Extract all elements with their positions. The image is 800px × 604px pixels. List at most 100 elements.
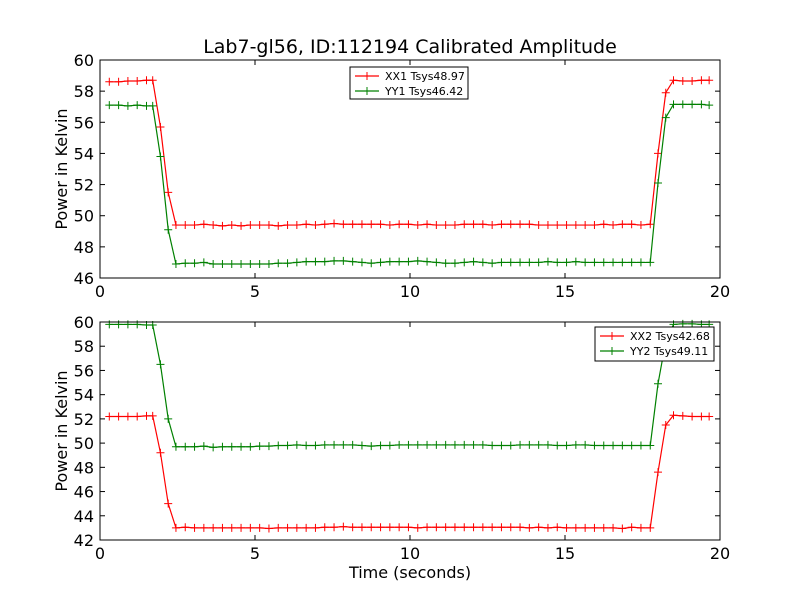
data-point [367,220,376,229]
y-tick-label: 48 [74,458,94,477]
data-point [255,523,264,532]
data-point [264,442,273,451]
data-point [581,221,590,230]
x-tick-label: 15 [555,282,575,301]
legend-label: XX2 Tsys42.68 [630,330,710,343]
y-tick-label: 58 [74,337,94,356]
data-point [460,258,469,267]
data-point [678,100,687,109]
data-point [450,259,459,268]
data-point [488,221,497,230]
top-subplot: 0 5 10 15 20 46 48 50 52 54 56 58 60 Power in Kelvin L… [52,36,730,301]
data-point [553,221,562,230]
data-point [114,101,123,110]
data-point [636,523,645,532]
data-point [432,258,441,267]
data-point [209,443,218,452]
data-point [385,441,394,450]
data-point [516,440,525,449]
data-point [133,101,142,110]
y-tick-label: 58 [74,82,94,101]
data-point [478,220,487,229]
data-point [190,259,199,268]
data-point [237,442,246,451]
data-point [497,220,506,229]
data-point [469,220,478,229]
data-point [395,257,404,266]
data-point [227,523,236,532]
data-point [506,523,515,532]
y-tick-label: 52 [74,176,94,195]
data-point [190,221,199,230]
data-point [105,101,114,110]
data-point [348,220,357,229]
data-point [562,258,571,267]
data-point [609,523,618,532]
data-point [199,442,208,451]
data-point [478,523,487,532]
data-point [237,259,246,268]
data-point [311,221,320,230]
data-point [488,523,497,532]
legend-label: YY1 Tsys46.42 [384,85,463,98]
data-point [348,257,357,266]
y-axis-label: Power in Kelvin [52,370,71,491]
data-point [705,76,714,85]
data-point [478,440,487,449]
legend-entry: YY2 Tsys49.11 [600,345,708,358]
data-point [562,221,571,230]
series-2 [105,100,714,268]
data-point [413,256,422,265]
data-point [199,523,208,532]
data-point [171,259,180,268]
data-point [283,259,292,268]
y-tick-label: 50 [74,434,94,453]
data-point [133,77,142,86]
data-point [395,220,404,229]
data-point [274,441,283,450]
legend-label: XX1 Tsys48.97 [385,70,465,83]
data-point [497,258,506,267]
data-point [627,258,636,267]
legend-marker [363,87,371,95]
data-point [636,441,645,450]
data-point [581,523,590,532]
data-point [581,440,590,449]
data-point [469,523,478,532]
data-point [469,257,478,266]
data-point [395,440,404,449]
data-point [654,179,662,188]
data-point [413,523,422,532]
legend-entry: XX1 Tsys48.97 [355,70,465,83]
data-point [181,221,190,230]
data-point [697,100,706,109]
x-tick-label: 0 [95,282,105,301]
data-point [274,221,283,230]
x-tick-label: 10 [400,544,420,563]
y-tick-label: 46 [74,483,94,502]
data-point [646,523,655,532]
data-point [209,523,218,532]
data-point [450,221,459,230]
data-point [105,77,114,86]
data-point [227,221,236,230]
data-point [133,412,142,421]
data-point [688,100,697,109]
data-point [627,523,636,532]
data-point [506,441,515,450]
series-line [109,79,710,227]
x-tick-label: 5 [250,282,260,301]
y-tick-label: 56 [74,361,94,380]
y-tick-label: 44 [74,507,94,526]
data-point [571,523,580,532]
data-point [506,220,515,229]
data-point [209,259,218,268]
data-point [114,412,123,421]
data-point [488,259,497,268]
data-point [705,412,714,421]
data-point [661,88,670,97]
data-point [581,258,590,267]
data-point [678,319,687,328]
data-point [246,221,255,230]
data-point [311,257,320,266]
